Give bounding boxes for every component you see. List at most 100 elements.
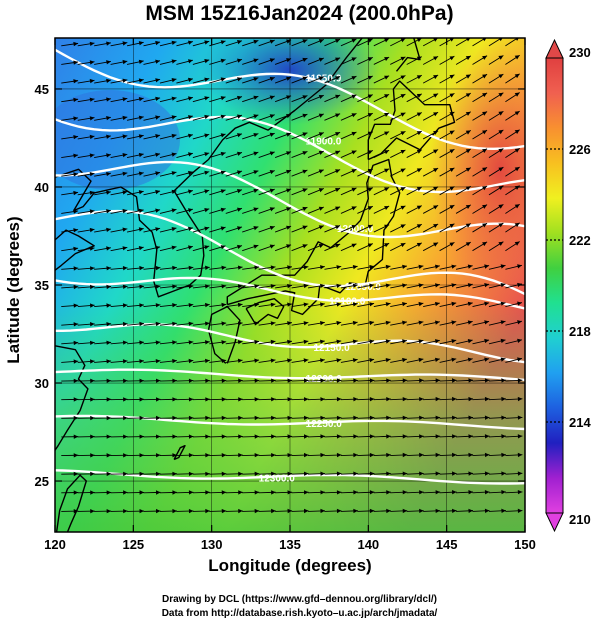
wind-arrow <box>488 110 504 121</box>
wind-arrow <box>143 152 161 159</box>
wind-arrow <box>209 189 226 196</box>
wind-arrow <box>390 186 406 196</box>
wind-arrow <box>291 434 309 439</box>
wind-arrow <box>225 226 243 233</box>
wind-arrow <box>423 339 440 345</box>
wind-arrow <box>61 266 79 271</box>
wind-arrow <box>373 358 391 363</box>
wind-arrow <box>406 301 424 308</box>
wind-arrow <box>192 358 210 364</box>
wind-arrow <box>307 150 324 158</box>
wind-arrow <box>61 190 79 196</box>
wind-arrow <box>110 415 128 421</box>
wind-arrow <box>472 148 488 158</box>
coastline <box>395 38 421 72</box>
wind-arrow <box>505 73 520 84</box>
wind-arrow <box>242 95 259 103</box>
wind-arrow <box>275 471 293 476</box>
wind-arrow <box>258 151 275 159</box>
wind-arrow <box>357 434 375 439</box>
wind-arrow <box>110 97 128 103</box>
wind-arrow <box>390 93 406 103</box>
wind-arrow <box>439 415 457 420</box>
wind-arrow <box>274 225 292 233</box>
wind-arrow <box>340 131 357 140</box>
wind-arrow <box>439 148 455 158</box>
wind-arrow <box>176 490 194 495</box>
wind-arrow <box>77 134 95 140</box>
wind-arrow <box>258 76 275 84</box>
wind-arrow <box>373 490 391 495</box>
wind-arrow <box>456 508 474 513</box>
wind-arrow <box>357 38 373 47</box>
wind-arrow <box>439 74 455 84</box>
wind-arrow <box>291 244 308 252</box>
wind-arrow <box>357 75 373 84</box>
wind-arrow <box>192 302 210 308</box>
wind-arrow <box>159 471 177 476</box>
wind-arrow <box>176 170 193 177</box>
wind-arrow <box>143 340 161 345</box>
y-tick-label: 30 <box>35 376 49 391</box>
wind-arrow <box>143 59 161 65</box>
wind-arrow <box>94 415 112 421</box>
wind-arrow <box>340 38 357 47</box>
wind-arrow <box>209 207 226 214</box>
wind-arrow <box>225 151 243 159</box>
colorbar-tick-label: 222 <box>569 233 591 248</box>
wind-arrow <box>488 320 506 326</box>
wind-arrow <box>258 39 275 47</box>
wind-arrow <box>192 415 210 421</box>
wind-arrow <box>143 189 161 196</box>
wind-arrow <box>505 301 523 308</box>
wind-arrow <box>324 150 341 158</box>
wind-arrow <box>127 265 145 271</box>
coastline <box>55 345 89 452</box>
wind-arrow <box>373 339 391 345</box>
wind-arrow <box>274 188 292 196</box>
wind-arrow <box>340 187 357 196</box>
wind-arrow <box>439 471 457 476</box>
wind-arrow <box>176 245 193 252</box>
wind-arrow <box>390 264 408 270</box>
wind-arrow <box>472 471 490 476</box>
wind-arrow <box>258 265 276 270</box>
wind-arrow <box>406 452 424 458</box>
wind-arrow <box>192 152 210 159</box>
y-tick-label: 45 <box>35 82 49 97</box>
wind-arrow <box>77 60 95 65</box>
wind-arrow <box>340 75 357 84</box>
wind-arrow <box>209 77 226 84</box>
y-axis-label: Latitude (degrees) <box>4 216 23 364</box>
wind-arrow <box>61 434 79 439</box>
wind-arrow <box>225 40 243 47</box>
wind-arrow <box>488 204 504 214</box>
wind-arrow <box>505 357 523 363</box>
wind-arrow <box>225 170 243 177</box>
wind-arrow <box>110 153 128 159</box>
wind-arrow <box>488 283 506 289</box>
wind-arrow <box>357 264 375 270</box>
wind-arrow <box>127 303 145 308</box>
wind-arrow <box>159 490 177 495</box>
wind-arrow <box>159 40 177 47</box>
wind-arrow <box>472 320 490 326</box>
wind-arrow <box>110 78 128 84</box>
wind-arrow <box>406 471 424 476</box>
wind-arrow <box>357 508 375 514</box>
wind-arrow <box>61 415 79 421</box>
wind-arrow <box>126 78 144 84</box>
wind-arrow <box>209 397 227 402</box>
wind-arrow <box>94 153 111 159</box>
wind-arrow <box>61 79 79 84</box>
wind-arrow <box>94 284 112 290</box>
wind-arrow <box>423 508 441 513</box>
wind-arrow <box>159 78 177 84</box>
wind-arrow <box>225 378 243 383</box>
wind-arrow <box>192 208 210 214</box>
wind-arrow <box>94 246 111 252</box>
wind-arrow <box>373 378 391 383</box>
wind-arrow <box>324 169 341 177</box>
wind-arrow <box>242 244 259 252</box>
